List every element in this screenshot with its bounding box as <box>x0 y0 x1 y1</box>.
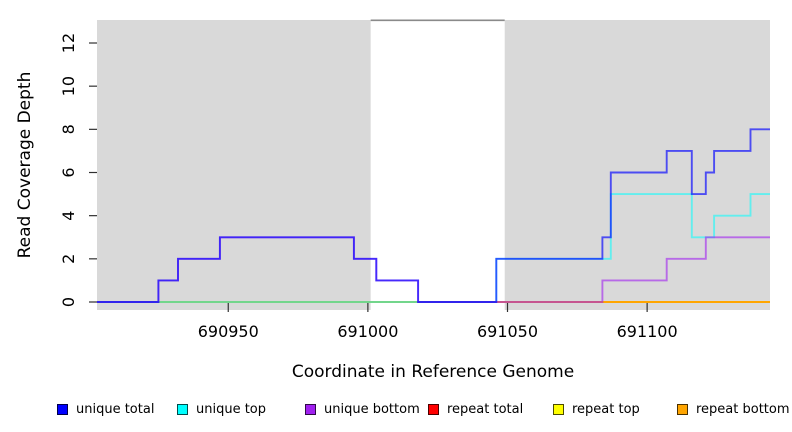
x-tick-label: 690950 <box>198 322 259 341</box>
x-tick-label: 691050 <box>477 322 538 341</box>
legend-item-unique-bottom: unique bottom <box>305 400 420 418</box>
legend-item-unique-top: unique top <box>177 400 266 418</box>
unique-top-swatch-icon <box>177 403 188 415</box>
legend-label: repeat bottom <box>696 401 790 417</box>
legend-item-unique-total: unique total <box>57 400 154 418</box>
series-line-unique-total <box>97 128 770 303</box>
repeat-region-shading <box>97 19 770 310</box>
y-tick-label: 4 <box>59 211 78 221</box>
repeat-total-swatch-icon <box>428 403 439 415</box>
x-tick-label: 691100 <box>617 322 678 341</box>
legend-label: unique bottom <box>324 401 420 417</box>
repeat-region <box>504 20 770 310</box>
legend-label: repeat total <box>447 401 524 417</box>
axes: 690950 691000 691050 691100 0 2 4 6 8 10 12 <box>59 33 678 341</box>
x-tick-label: 691000 <box>337 322 398 341</box>
legend-item-repeat-top: repeat top <box>553 400 640 418</box>
y-axis-title: Read Coverage Depth <box>15 72 35 259</box>
unique-total-swatch-icon <box>57 403 68 415</box>
legend-label: unique total <box>76 401 155 417</box>
y-tick-label: 10 <box>59 76 78 96</box>
legend-item-repeat-bottom: repeat bottom <box>677 400 790 418</box>
legend-label: repeat top <box>572 401 640 417</box>
y-tick-label: 12 <box>59 33 78 53</box>
y-tick-label: 6 <box>59 167 78 177</box>
repeat-bottom-swatch-icon <box>677 403 688 415</box>
chart-legend: unique total unique top unique bottom re… <box>0 400 792 424</box>
y-tick-label: 2 <box>59 254 78 264</box>
coverage-lines <box>97 128 770 303</box>
y-tick-label: 0 <box>59 297 78 307</box>
unique-bottom-swatch-icon <box>305 403 316 415</box>
repeat-top-swatch-icon <box>553 403 564 415</box>
legend-item-repeat-total: repeat total <box>428 400 523 418</box>
legend-label: unique top <box>196 401 267 417</box>
repeat-region <box>97 20 371 310</box>
x-axis-title: Coordinate in Reference Genome <box>292 362 574 382</box>
y-tick-label: 8 <box>59 124 78 134</box>
